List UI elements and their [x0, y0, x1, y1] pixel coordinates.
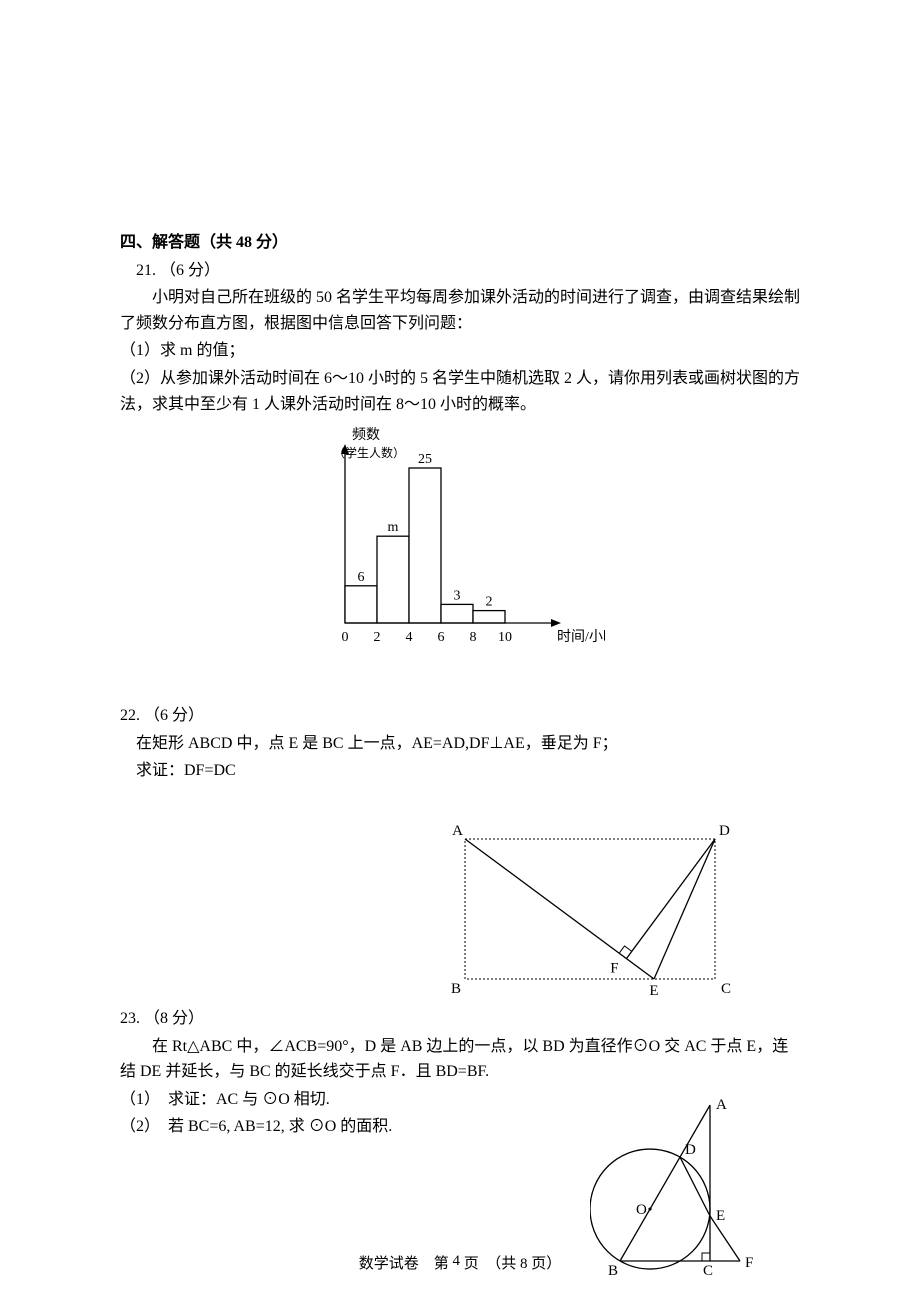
rectangle-diagram: A D B C E F: [440, 824, 740, 1004]
svg-text:B: B: [451, 981, 461, 997]
svg-text:25: 25: [418, 452, 432, 467]
q23-number: 23.: [120, 1010, 140, 1027]
footer-prefix: 数学试卷 第: [359, 1256, 453, 1272]
svg-text:6: 6: [438, 630, 445, 645]
svg-text:F: F: [610, 961, 618, 977]
svg-text:A: A: [452, 824, 463, 839]
q21-part1: （1）求 m 的值；: [120, 338, 800, 364]
svg-text:4: 4: [406, 630, 413, 645]
svg-text:D: D: [685, 1142, 696, 1158]
svg-text:2: 2: [486, 595, 493, 610]
svg-text:E: E: [649, 983, 658, 999]
q22-line2: 求证：DF=DC: [136, 758, 800, 784]
histogram-chart: 频数（学生人数）6m25320246810时间/小时: [315, 423, 605, 653]
svg-text:C: C: [721, 981, 731, 997]
q21-heading: 21. （6 分）: [136, 258, 800, 284]
page-footer: 数学试卷 第 4 页 （共 8 页）: [0, 1249, 920, 1276]
svg-text:6: 6: [358, 570, 365, 585]
section-heading: 四、解答题（共 48 分）: [120, 230, 800, 256]
q23-heading: 23. （8 分）: [120, 1006, 800, 1032]
svg-text:E: E: [716, 1208, 725, 1224]
svg-text:2: 2: [374, 630, 381, 645]
q22-heading: 22. （6 分）: [120, 703, 800, 729]
q21-body: 小明对自己所在班级的 50 名学生平均每周参加课外活动的时间进行了调查，由调查结…: [120, 285, 800, 336]
footer-suffix: 页 （共 8 页）: [460, 1256, 561, 1272]
q22-line1: 在矩形 ABCD 中，点 E 是 BC 上一点，AE=AD,DF⊥AE，垂足为 …: [136, 731, 800, 757]
svg-text:8: 8: [470, 630, 477, 645]
svg-text:D: D: [719, 824, 730, 839]
svg-text:A: A: [716, 1097, 727, 1113]
q22-points: （6 分）: [144, 707, 204, 724]
svg-text:0: 0: [342, 630, 349, 645]
svg-text:m: m: [388, 520, 399, 535]
svg-text:3: 3: [454, 589, 461, 604]
q21-number: 21.: [136, 262, 156, 279]
svg-text:O: O: [636, 1202, 647, 1218]
q22-number: 22.: [120, 707, 140, 724]
q21-part2: （2）从参加课外活动时间在 6～10 小时的 5 名学生中随机选取 2 人，请你…: [120, 366, 800, 417]
q21-points: （6 分）: [160, 262, 220, 279]
svg-text:时间/小时: 时间/小时: [557, 629, 605, 645]
footer-page-number: 4: [453, 1253, 461, 1269]
q23-points: （8 分）: [144, 1010, 204, 1027]
svg-text:10: 10: [498, 630, 512, 645]
svg-text:频数: 频数: [352, 427, 380, 443]
